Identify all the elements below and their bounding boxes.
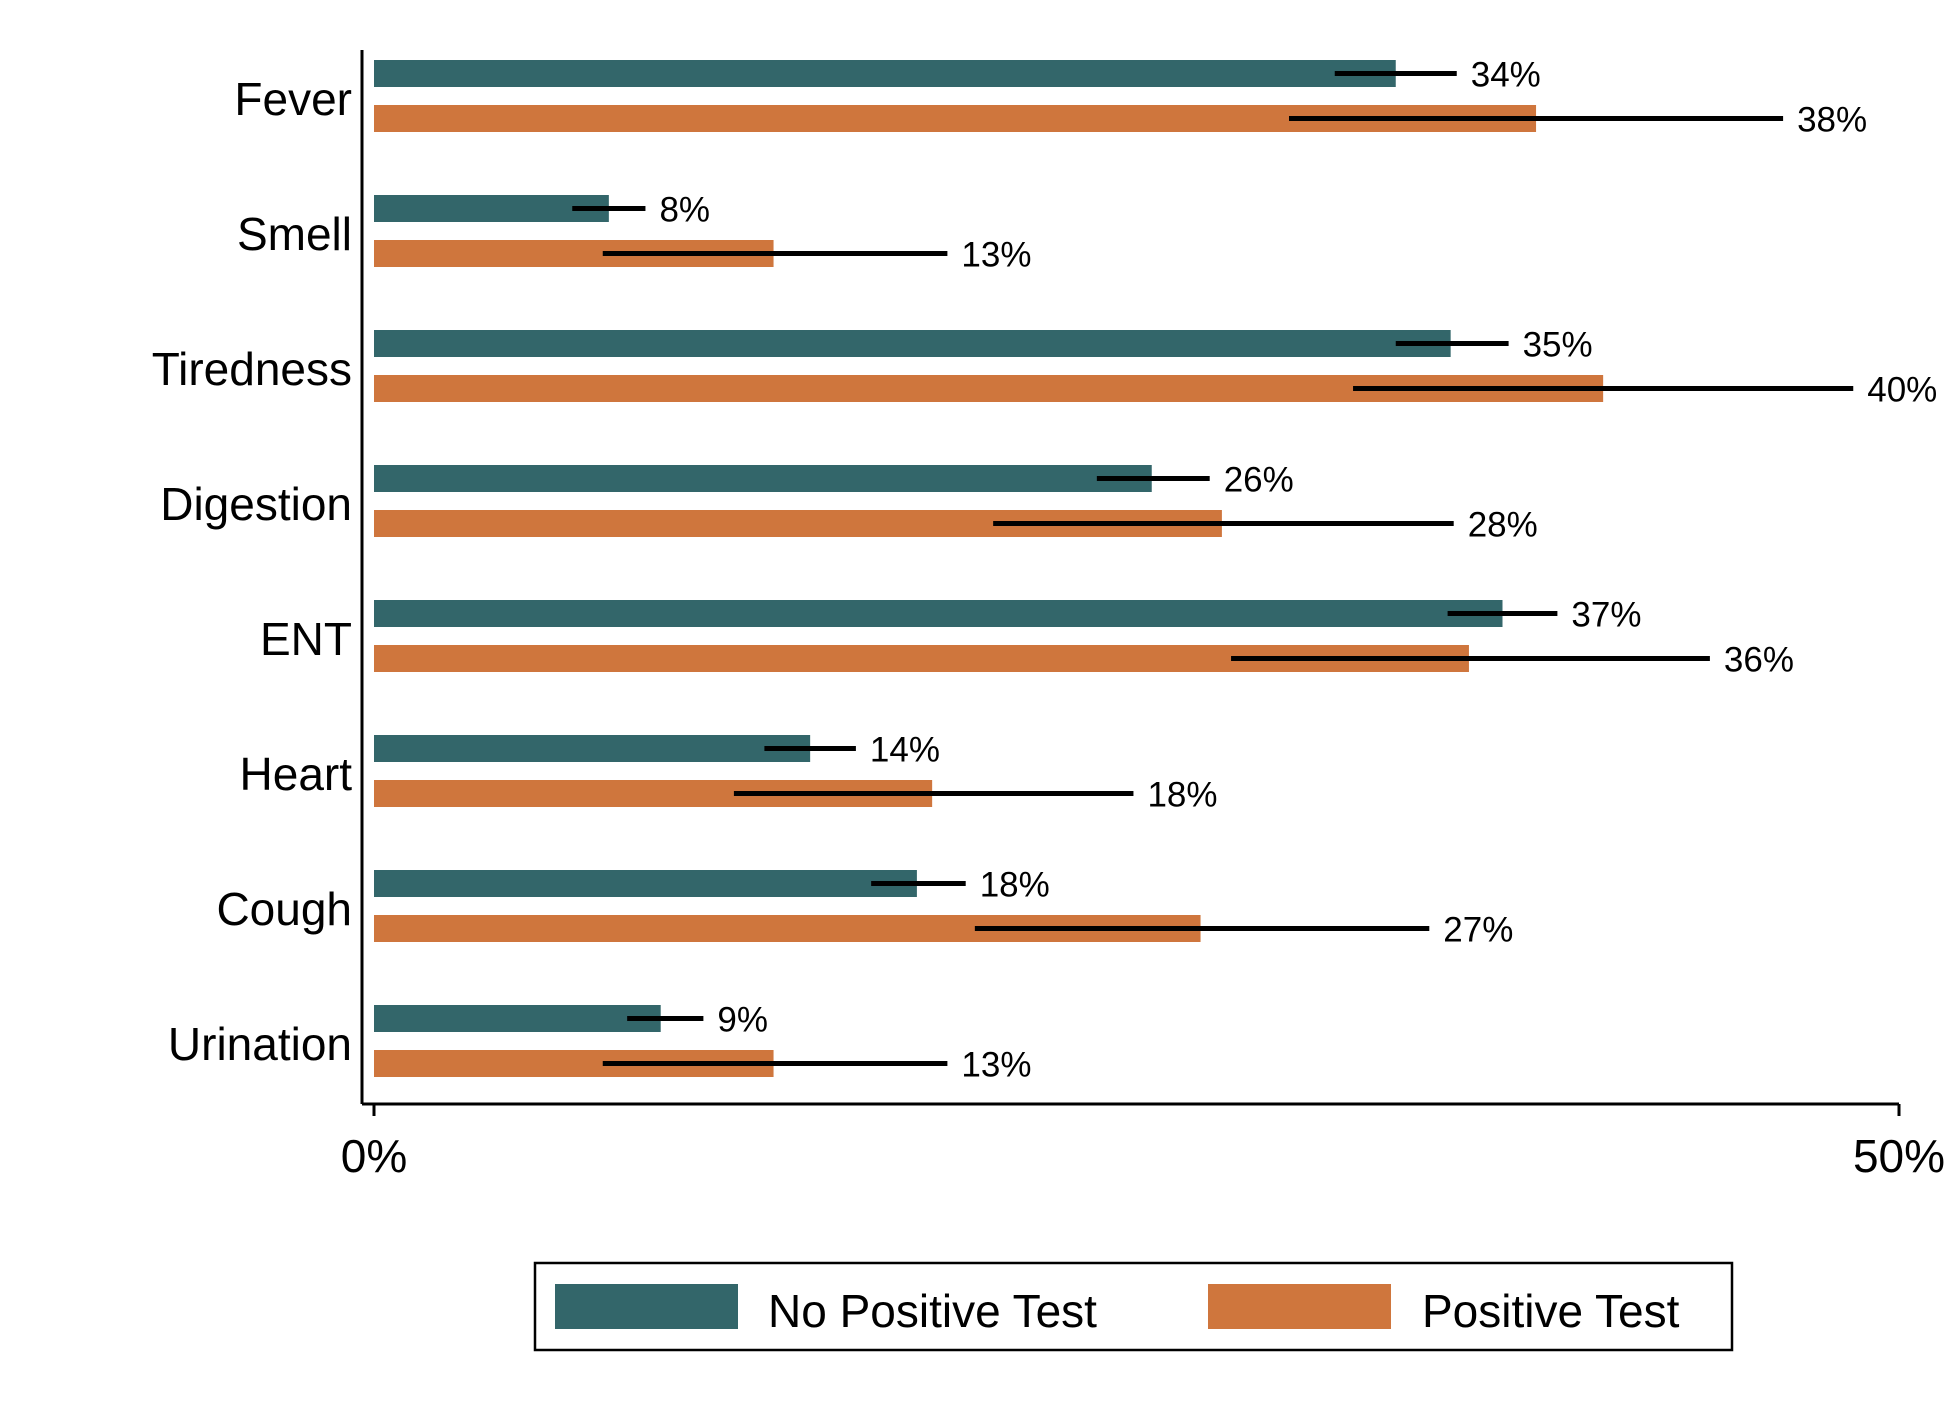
error-bars-layer <box>572 71 1854 1066</box>
bar-heart-no-positive-test <box>374 735 811 762</box>
category-label-smell: Smell <box>237 208 352 260</box>
category-label-cough: Cough <box>216 883 352 935</box>
category-label-tiredness: Tiredness <box>152 343 352 395</box>
value-label-smell-positive-test: 13% <box>961 236 1031 275</box>
value-label-cough-positive-test: 27% <box>1443 911 1513 950</box>
category-label-ent: ENT <box>260 613 352 665</box>
value-label-ent-positive-test: 36% <box>1724 641 1794 680</box>
bar-smell-no-positive-test <box>374 195 609 222</box>
value-label-tiredness-positive-test: 40% <box>1867 371 1937 410</box>
legend-swatch-positive-test <box>1208 1284 1391 1329</box>
bar-digestion-no-positive-test <box>374 465 1152 492</box>
legend: No Positive Test Positive Test <box>533 1261 1734 1352</box>
x-tick-label-0: 0% <box>341 1130 407 1182</box>
value-label-fever-positive-test: 38% <box>1797 101 1867 140</box>
value-label-digestion-positive-test: 28% <box>1468 506 1538 545</box>
axes-layer <box>360 50 1899 1106</box>
value-label-urination-positive-test: 13% <box>961 1046 1031 1085</box>
value-label-heart-no-positive-test: 14% <box>870 731 940 770</box>
value-label-heart-positive-test: 18% <box>1147 776 1217 815</box>
category-label-digestion: Digestion <box>160 478 352 530</box>
value-label-fever-no-positive-test: 34% <box>1471 56 1541 95</box>
value-label-smell-no-positive-test: 8% <box>659 191 710 230</box>
category-label-heart: Heart <box>240 748 353 800</box>
legend-label-no-positive-test: No Positive Test <box>768 1285 1097 1337</box>
value-label-urination-no-positive-test: 9% <box>717 1001 768 1040</box>
value-labels-layer: 34% 38% 8% 13% 35% 40% 26% 28% 37% 36% 14% 18% 18% 27… <box>659 56 1937 1085</box>
category-label-fever: Fever <box>234 73 352 125</box>
bar-ent-no-positive-test <box>374 600 1503 627</box>
bar-urination-no-positive-test <box>374 1005 661 1032</box>
value-label-ent-no-positive-test: 37% <box>1571 596 1641 635</box>
bar-cough-no-positive-test <box>374 870 917 897</box>
value-label-tiredness-no-positive-test: 35% <box>1523 326 1593 365</box>
category-labels-layer: Fever Smell Tiredness Digestion ENT Heart Coug… <box>152 73 352 1070</box>
x-tick-label-1: 50% <box>1853 1130 1945 1182</box>
value-label-digestion-no-positive-test: 26% <box>1224 461 1294 500</box>
bars-layer <box>374 60 1604 1077</box>
value-label-cough-no-positive-test: 18% <box>980 866 1050 905</box>
legend-swatch-no-positive-test <box>555 1284 738 1329</box>
x-ticks-layer: 0% 50% <box>341 1104 1945 1182</box>
category-label-urination: Urination <box>168 1018 352 1070</box>
bar-tiredness-no-positive-test <box>374 330 1451 357</box>
legend-label-positive-test: Positive Test <box>1422 1285 1680 1337</box>
bar-fever-no-positive-test <box>374 60 1396 87</box>
